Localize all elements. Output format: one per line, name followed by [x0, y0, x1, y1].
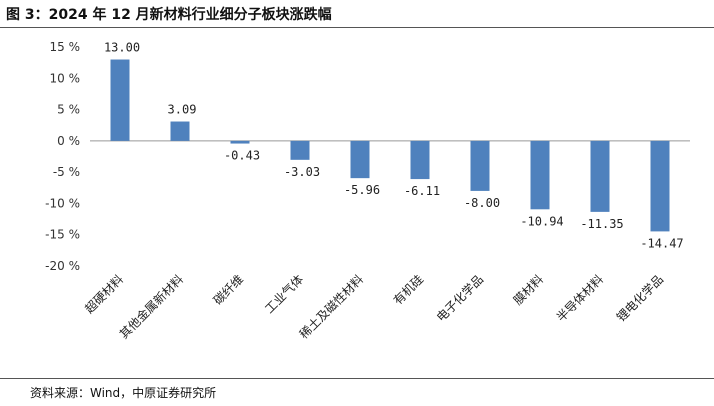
y-axis: 15 % 10 % 5 % 0 % -5 % -10 % -15 % -20 % [45, 40, 80, 273]
category-label: 稀土及磁性材料 [296, 272, 366, 342]
bar [230, 140, 250, 144]
data-label: -11.35 [580, 217, 623, 231]
bar [650, 140, 670, 232]
source-note: 资料来源：Wind，中原证券研究所 [30, 386, 217, 400]
data-label: -8.00 [464, 196, 500, 210]
category-label: 超硬材料 [82, 272, 127, 317]
y-tick-label: 5 % [57, 103, 80, 117]
bar [590, 140, 610, 212]
y-tick-label: 15 % [50, 40, 81, 54]
y-tick-label: -10 % [45, 196, 80, 210]
data-label: -5.96 [344, 183, 380, 197]
bottom-rule [0, 378, 714, 379]
bar [470, 140, 490, 191]
chart-title: 图 3：2024 年 12 月新材料行业细分子板块涨跌幅 [6, 7, 332, 23]
y-tick-label: -20 % [45, 259, 80, 273]
category-label: 半导体材料 [554, 272, 606, 324]
data-label: -0.43 [224, 149, 260, 163]
bar [410, 140, 430, 180]
top-rule [0, 27, 714, 28]
y-tick-label: 10 % [50, 71, 81, 85]
y-tick-label: 0 % [57, 134, 80, 148]
category-label: 电子化学品 [433, 272, 486, 325]
category-label: 其他金属新材料 [116, 272, 186, 342]
category-label: 锂电化学品 [613, 272, 666, 325]
bar [350, 140, 370, 179]
data-label: 13.00 [104, 41, 140, 55]
data-labels: 13.00 3.09 -0.43 -3.03 -5.96 -6.11 -8.00 -10.94… [104, 41, 684, 251]
y-tick-label: -5 % [53, 165, 80, 179]
category-label: 有机硅 [391, 272, 426, 307]
bar [290, 140, 310, 160]
bar [530, 140, 550, 210]
category-label: 碳纤维 [211, 272, 246, 307]
bar-chart: 15 % 10 % 5 % 0 % -5 % -10 % -15 % -20 % 13.00 3… [45, 40, 690, 342]
data-label: -10.94 [520, 214, 563, 228]
data-label: 3.09 [168, 103, 197, 117]
bar [170, 121, 190, 141]
data-label: -6.11 [404, 184, 440, 198]
data-label: -3.03 [284, 165, 320, 179]
bars [110, 59, 670, 232]
bar [110, 59, 130, 141]
y-tick-label: -15 % [45, 228, 80, 242]
data-label: -14.47 [640, 236, 683, 250]
category-label: 膜材料 [511, 272, 546, 307]
category-label: 工业气体 [262, 272, 307, 317]
